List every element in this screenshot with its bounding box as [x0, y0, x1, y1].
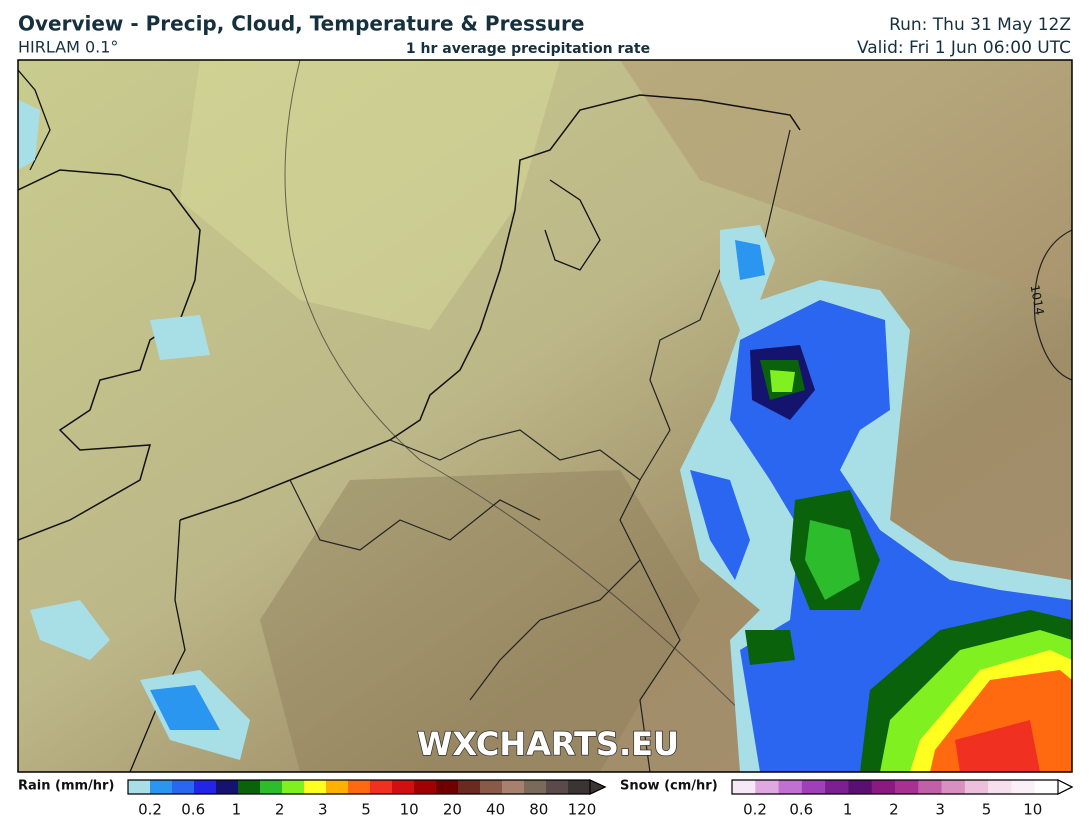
- border: [289, 479, 541, 551]
- rain-color-swatch: [392, 780, 415, 794]
- rain-color-swatch: [524, 780, 547, 794]
- rain-tick-label: 20: [443, 801, 462, 819]
- rain-color-swatch: [502, 780, 525, 794]
- isobar: [284, 60, 801, 772]
- map: 1014 WXCHARTS.EU: [18, 60, 1072, 772]
- light-cloud: [180, 60, 560, 330]
- precip: [690, 470, 750, 580]
- rain-tick-label: 5: [361, 801, 371, 819]
- rain-color-swatch: [436, 780, 459, 794]
- precip-light: [18, 100, 40, 170]
- rain-color-swatch: [480, 780, 503, 794]
- rain-color-swatch: [282, 780, 305, 794]
- isobar-label: 1014: [1028, 284, 1047, 317]
- model: HIRLAM 0.1°: [18, 38, 118, 57]
- rain-color-swatch: [458, 780, 481, 794]
- rain-color-swatch: [172, 780, 195, 794]
- dark-cloud: [260, 470, 700, 772]
- rain-color-swatch: [128, 780, 151, 794]
- rain-tick-label: 80: [529, 801, 548, 819]
- snow-color-swatch: [732, 780, 756, 794]
- snow-colorbar-tip: [1057, 779, 1074, 795]
- snow-color-swatch: [871, 780, 896, 794]
- run-time: Run: Thu 31 May 12Z: [889, 15, 1071, 35]
- precip-light: [30, 600, 110, 660]
- snow-legend-label: Snow (cm/hr): [620, 779, 718, 794]
- precip-light: [150, 315, 210, 360]
- rain-tick-label: 3: [318, 801, 328, 819]
- rain-color-swatch: [546, 780, 569, 794]
- rain-color-swatch: [216, 780, 239, 794]
- snow-color-swatch: [778, 780, 803, 794]
- precip: [770, 370, 795, 392]
- watermark: WXCHARTS.EU: [417, 725, 679, 763]
- rain-color-swatch: [150, 780, 173, 794]
- border: [639, 559, 681, 772]
- snow-color-swatch: [964, 780, 989, 794]
- rain-tick-label: 1: [232, 801, 242, 819]
- rain-color-swatch: [348, 780, 371, 794]
- rain-color-swatch: [568, 780, 591, 794]
- rain-tick-label: 10: [400, 801, 419, 819]
- rain-color-swatch: [238, 780, 261, 794]
- rain-tick-label: 40: [486, 801, 505, 819]
- snow-tick-label: 5: [982, 801, 992, 819]
- snow-color-swatch: [941, 780, 966, 794]
- snow-color-swatch: [1011, 780, 1036, 794]
- snow-color-swatch: [895, 780, 919, 794]
- coastline: [179, 94, 801, 521]
- snow-color-swatch: [825, 780, 849, 794]
- rain-tick-label: 0.2: [138, 801, 162, 819]
- snow-color-swatch: [848, 780, 873, 794]
- snow-color-swatch: [801, 780, 826, 794]
- snow-tick-label: 10: [1023, 801, 1042, 819]
- valid-time: Valid: Fri 1 Jun 06:00 UTC: [857, 38, 1071, 58]
- snow-tick-label: 0.6: [789, 801, 813, 819]
- subtitle: 1 hr average precipitation rate: [406, 41, 650, 57]
- coastline: [544, 179, 601, 271]
- rain-color-swatch: [194, 780, 217, 794]
- coastline: [18, 169, 201, 541]
- title: Overview - Precip, Cloud, Temperature & …: [18, 12, 584, 36]
- precip: [745, 630, 795, 665]
- isobar: [1033, 229, 1072, 381]
- snow-tick-label: 0.2: [743, 801, 767, 819]
- precip: [955, 720, 1040, 772]
- snow-color-swatch: [918, 780, 943, 794]
- precip: [735, 240, 765, 280]
- precip: [805, 520, 860, 600]
- rain-color-swatch: [260, 780, 283, 794]
- snow-color-swatch: [988, 780, 1012, 794]
- precip: [150, 685, 220, 730]
- rain-color-swatch: [370, 780, 393, 794]
- dark-cloud: [620, 60, 1072, 300]
- coastline: [18, 69, 51, 171]
- rain-tick-label: 2: [275, 801, 285, 819]
- coastline: [129, 519, 186, 772]
- snow-color-swatch: [1034, 780, 1059, 794]
- map-frame: [17, 59, 1073, 773]
- rain-color-swatch: [414, 780, 437, 794]
- snow-color-swatch: [755, 780, 780, 794]
- snow-tick-label: 2: [889, 801, 899, 819]
- snow-tick-label: 1: [843, 801, 853, 819]
- snow-tick-label: 3: [935, 801, 945, 819]
- rain-colorbar-tip: [589, 779, 607, 795]
- rain-color-swatch: [326, 780, 349, 794]
- rain-legend-label: Rain (mm/hr): [18, 779, 114, 794]
- rain-tick-label: 120: [568, 801, 597, 819]
- rain-tick-label: 0.6: [181, 801, 205, 819]
- rain-color-swatch: [304, 780, 327, 794]
